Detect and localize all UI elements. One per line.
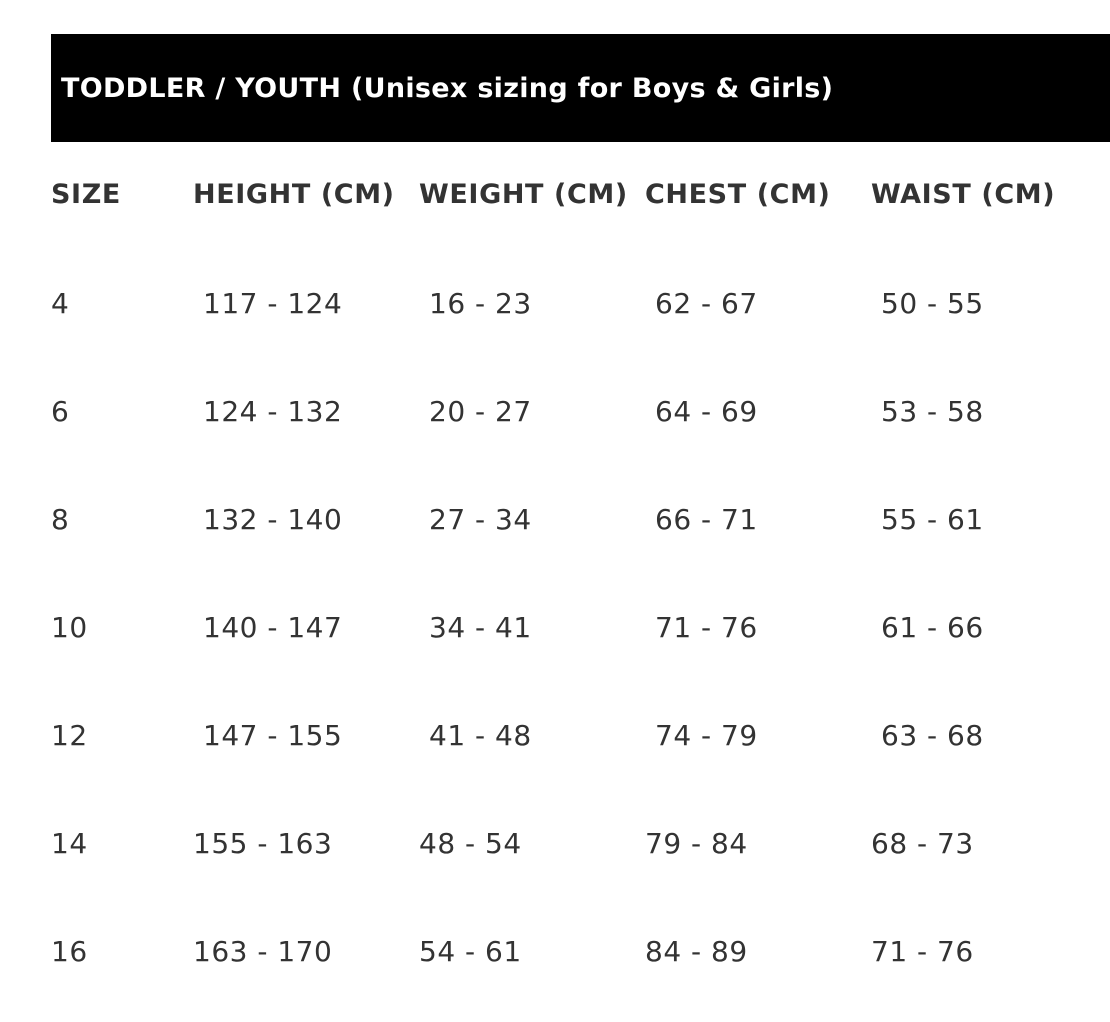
column-header-size: SIZE [51, 179, 121, 210]
waist-cell: 61 - 66 [881, 611, 984, 644]
weight-cell: 20 - 27 [429, 395, 532, 428]
weight-cell: 16 - 23 [429, 287, 532, 320]
height-cell: 124 - 132 [203, 395, 343, 428]
size-cell: 8 [51, 503, 70, 536]
table-row: 16 163 - 170 54 - 61 84 - 89 71 - 76 [0, 932, 1110, 972]
weight-cell: 41 - 48 [429, 719, 532, 752]
table-row: 4 117 - 124 16 - 23 62 - 67 50 - 55 [0, 284, 1110, 324]
height-cell: 155 - 163 [193, 827, 333, 860]
chest-cell: 71 - 76 [655, 611, 758, 644]
column-header-chest: CHEST (CM) [645, 179, 831, 210]
weight-cell: 48 - 54 [419, 827, 522, 860]
table-title: TODDLER / YOUTH (Unisex sizing for Boys … [61, 72, 834, 104]
size-cell: 6 [51, 395, 70, 428]
size-cell: 4 [51, 287, 70, 320]
weight-cell: 34 - 41 [429, 611, 532, 644]
size-cell: 16 [51, 935, 88, 968]
waist-cell: 55 - 61 [881, 503, 984, 536]
table-row: 8 132 - 140 27 - 34 66 - 71 55 - 61 [0, 500, 1110, 540]
column-header-weight: WEIGHT (CM) [419, 179, 628, 210]
weight-cell: 27 - 34 [429, 503, 532, 536]
height-cell: 117 - 124 [203, 287, 343, 320]
waist-cell: 50 - 55 [881, 287, 984, 320]
table-header-row: SIZE HEIGHT (CM) WEIGHT (CM) CHEST (CM) … [0, 175, 1110, 215]
size-cell: 12 [51, 719, 88, 752]
size-cell: 14 [51, 827, 88, 860]
table-title-bar: TODDLER / YOUTH (Unisex sizing for Boys … [51, 34, 1110, 142]
chest-cell: 66 - 71 [655, 503, 758, 536]
height-cell: 147 - 155 [203, 719, 343, 752]
waist-cell: 53 - 58 [881, 395, 984, 428]
table-row: 10 140 - 147 34 - 41 71 - 76 61 - 66 [0, 608, 1110, 648]
waist-cell: 71 - 76 [871, 935, 974, 968]
size-cell: 10 [51, 611, 88, 644]
waist-cell: 63 - 68 [881, 719, 984, 752]
column-header-waist: WAIST (CM) [871, 179, 1056, 210]
height-cell: 132 - 140 [203, 503, 343, 536]
column-header-height: HEIGHT (CM) [193, 179, 395, 210]
chest-cell: 64 - 69 [655, 395, 758, 428]
table-row: 6 124 - 132 20 - 27 64 - 69 53 - 58 [0, 392, 1110, 432]
table-row: 14 155 - 163 48 - 54 79 - 84 68 - 73 [0, 824, 1110, 864]
chest-cell: 74 - 79 [655, 719, 758, 752]
chest-cell: 84 - 89 [645, 935, 748, 968]
weight-cell: 54 - 61 [419, 935, 522, 968]
waist-cell: 68 - 73 [871, 827, 974, 860]
chest-cell: 79 - 84 [645, 827, 748, 860]
height-cell: 140 - 147 [203, 611, 343, 644]
height-cell: 163 - 170 [193, 935, 333, 968]
table-row: 12 147 - 155 41 - 48 74 - 79 63 - 68 [0, 716, 1110, 756]
chest-cell: 62 - 67 [655, 287, 758, 320]
